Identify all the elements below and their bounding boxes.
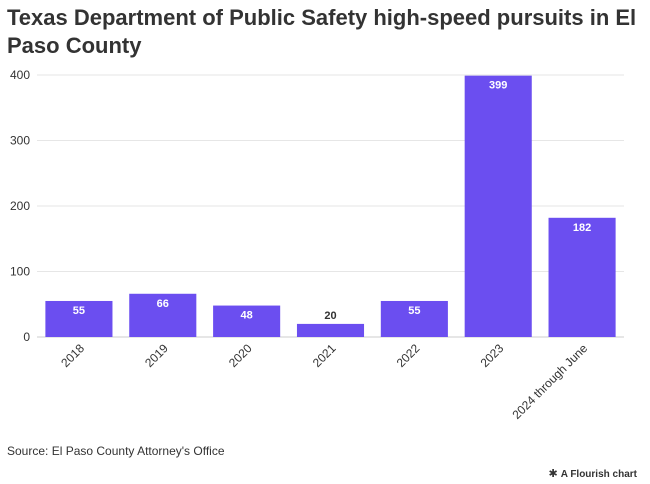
gridlines xyxy=(37,74,624,338)
x-tick-label: 2018 xyxy=(58,341,87,370)
y-tick-label: 400 xyxy=(10,68,30,82)
data-label: 399 xyxy=(489,80,507,92)
data-label: 182 xyxy=(573,222,591,234)
source-note: Source: El Paso County Attorney's Office xyxy=(7,444,225,458)
bar[interactable] xyxy=(129,293,197,337)
flourish-credit[interactable]: ✱ A Flourish chart xyxy=(548,467,637,480)
data-label: 55 xyxy=(73,305,85,317)
bars xyxy=(45,75,616,337)
chart-title: Texas Department of Public Safety high-s… xyxy=(7,5,637,58)
x-tick-label: 2019 xyxy=(142,341,171,370)
y-tick-label: 300 xyxy=(10,134,30,148)
data-label: 55 xyxy=(408,305,420,317)
x-tick-label: 2021 xyxy=(310,341,339,370)
x-tick-label: 2022 xyxy=(394,341,423,370)
bar[interactable] xyxy=(213,305,281,337)
bar[interactable] xyxy=(380,300,448,337)
data-label: 48 xyxy=(241,310,253,322)
y-tick-label: 200 xyxy=(10,199,30,213)
y-axis: 0 100 200 300 400 xyxy=(10,68,30,344)
bar[interactable] xyxy=(548,217,616,337)
bar[interactable] xyxy=(464,75,532,337)
data-label: 66 xyxy=(157,298,169,310)
bar[interactable] xyxy=(45,300,113,337)
x-axis: 2018 2019 2020 2021 2022 2023 2024 through Jun… xyxy=(58,341,590,422)
bar[interactable] xyxy=(296,323,365,337)
y-tick-label: 0 xyxy=(23,330,30,344)
y-tick-label: 100 xyxy=(10,265,30,279)
x-tick-label: 2023 xyxy=(478,341,507,370)
data-label: 20 xyxy=(324,310,336,322)
flourish-logo-icon: ✱ xyxy=(548,468,558,480)
data-labels: 55 66 48 20 55 399 182 xyxy=(73,80,591,322)
x-tick-label: 2020 xyxy=(226,341,255,370)
credit-label: A Flourish chart xyxy=(560,469,637,480)
x-tick-label: 2024 through June xyxy=(510,341,591,422)
